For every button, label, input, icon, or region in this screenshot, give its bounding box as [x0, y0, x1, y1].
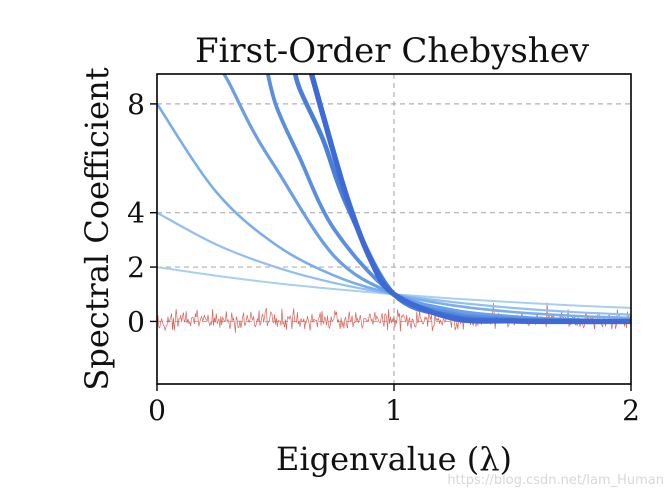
y-axis-label: Spectral Coefficient	[78, 67, 116, 390]
noise-series	[157, 302, 631, 333]
chart-title: First-Order Chebyshev	[195, 31, 590, 71]
x-tick-label: 1	[385, 394, 403, 427]
y-tick-label: 0	[127, 305, 145, 338]
series-line-4	[222, 74, 631, 323]
series-line-7	[308, 74, 631, 325]
noise-line	[157, 302, 631, 333]
watermark: https://blog.csdn.net/lam_Human	[447, 473, 664, 488]
y-tick-label: 2	[127, 251, 145, 284]
axis-ticks: 0 1 2 0 2 4 8	[127, 88, 640, 427]
y-tick-label: 4	[127, 197, 145, 230]
x-tick-label: 0	[148, 394, 166, 427]
x-tick-label: 2	[622, 394, 640, 427]
series-lines	[157, 74, 631, 325]
x-axis-label: Eigenvalue (λ)	[276, 440, 512, 478]
y-tick-label: 8	[127, 88, 145, 121]
series-line-3	[157, 103, 631, 320]
grid-lines	[157, 74, 631, 384]
